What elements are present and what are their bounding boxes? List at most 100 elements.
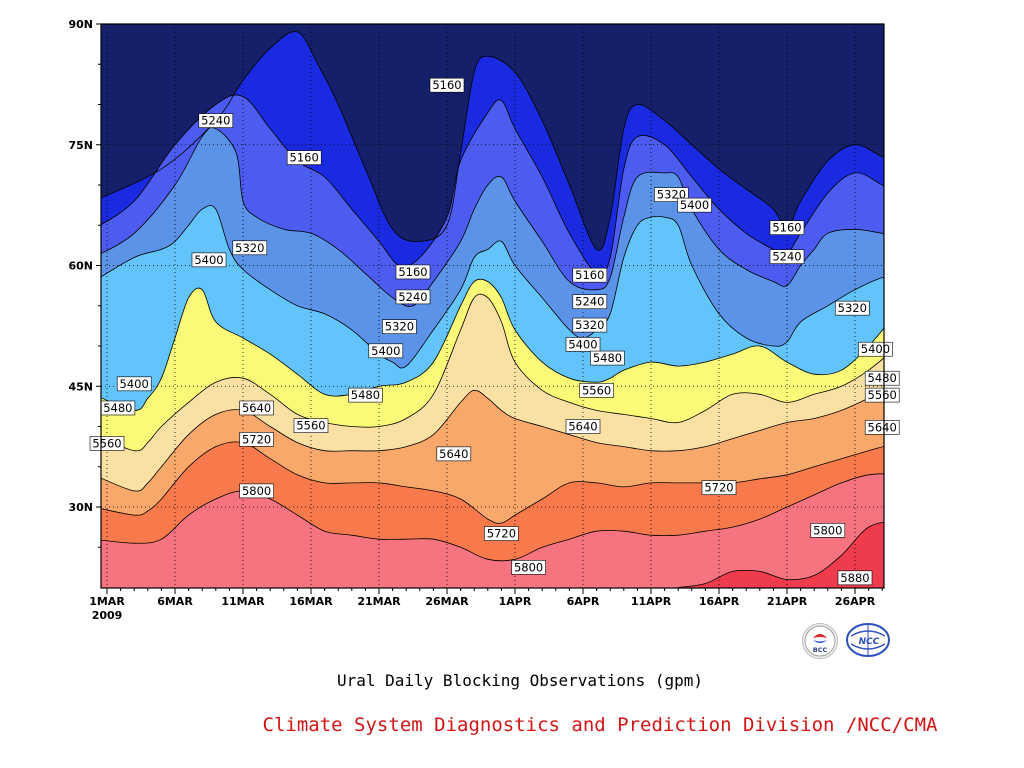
contour-label-box bbox=[701, 480, 737, 495]
contour-label-text: 5400 bbox=[194, 253, 223, 267]
contour-label: 5640 bbox=[565, 419, 601, 434]
contour-label-text: 5880 bbox=[840, 571, 869, 585]
x-tick-label: 6MAR bbox=[157, 595, 193, 608]
contour-label-text: 5400 bbox=[568, 337, 597, 351]
contour-label-text: 5160 bbox=[432, 78, 461, 92]
contour-label-box bbox=[834, 300, 870, 316]
axes: 90N 75N 60N 45N 30N 1MAR 6MAR 11MAR 16MAR 21MAR 26… bbox=[68, 18, 883, 622]
contour-label-box bbox=[239, 432, 274, 447]
contour-band bbox=[101, 473, 884, 588]
contour-label: 5640 bbox=[436, 446, 472, 462]
contour-label-text: 5400 bbox=[680, 198, 709, 212]
contour-label: 5400 bbox=[116, 376, 152, 392]
contour-label: 5320 bbox=[834, 300, 870, 316]
y-tick-label: 30N bbox=[68, 501, 93, 514]
x-tick-label: 21APR bbox=[767, 595, 808, 608]
contour-label-text: 5320 bbox=[575, 318, 604, 332]
contour-lines bbox=[101, 31, 884, 588]
contour-line bbox=[101, 127, 884, 307]
x-tick-label: 21MAR bbox=[357, 595, 401, 608]
contour-label: 5720 bbox=[484, 526, 519, 541]
contour-label-text: 5560 bbox=[582, 383, 611, 397]
gridlines bbox=[101, 24, 884, 588]
contour-label-text: 5800 bbox=[813, 523, 842, 537]
contour-label: 5800 bbox=[810, 523, 846, 538]
contour-label-text: 5320 bbox=[235, 241, 264, 255]
contour-label: 5160 bbox=[395, 264, 431, 280]
contour-label-text: 5480 bbox=[593, 351, 622, 365]
contour-label-box bbox=[769, 220, 805, 235]
contour-label: 5640 bbox=[864, 420, 900, 435]
bcc-logo: BCC bbox=[802, 623, 838, 659]
x-tick-label: 16MAR bbox=[289, 595, 333, 608]
contour-line bbox=[101, 278, 884, 411]
contour-label: 5320 bbox=[232, 240, 268, 256]
contour-label: 5800 bbox=[511, 560, 546, 575]
contour-label-box bbox=[511, 560, 546, 575]
contour-label-text: 5320 bbox=[838, 301, 867, 315]
contour-label-text: 5480 bbox=[351, 388, 380, 402]
contour-label-text: 5640 bbox=[568, 420, 597, 434]
contour-label: 5560 bbox=[579, 382, 614, 398]
contour-label: 5720 bbox=[701, 480, 737, 495]
x-tick-label: 1MAR bbox=[89, 595, 125, 608]
contour-label: 5160 bbox=[429, 77, 465, 93]
x-tick-label: 1APR bbox=[499, 595, 532, 608]
contour-label-box bbox=[837, 570, 873, 586]
contour-line bbox=[101, 441, 884, 524]
contour-label-box bbox=[572, 317, 608, 333]
contour-label: 5240 bbox=[198, 113, 234, 128]
contour-label-box bbox=[579, 382, 614, 398]
contour-label-text: 5480 bbox=[103, 401, 132, 415]
contour-label: 5880 bbox=[837, 570, 873, 586]
bcc-logo-text: BCC bbox=[813, 646, 828, 654]
contour-label-text: 5320 bbox=[385, 320, 414, 334]
contour-label-box bbox=[382, 319, 417, 334]
contour-label: 5560 bbox=[293, 418, 329, 433]
contour-label-text: 5800 bbox=[242, 484, 271, 498]
contour-label-text: 5160 bbox=[575, 268, 604, 282]
contour-label-text: 5800 bbox=[514, 560, 543, 574]
contour-label-box bbox=[395, 264, 431, 280]
contour-label-box bbox=[864, 370, 900, 386]
contour-line bbox=[101, 293, 884, 452]
contour-label-text: 5240 bbox=[575, 295, 604, 309]
contour-label-box bbox=[864, 420, 900, 435]
contour-label-box bbox=[590, 350, 625, 366]
contour-label-text: 5160 bbox=[290, 151, 319, 165]
contour-label: 5320 bbox=[572, 317, 608, 333]
contour-label-text: 5720 bbox=[704, 481, 733, 495]
contour-label-box bbox=[239, 483, 274, 499]
contour-label: 5400 bbox=[677, 197, 712, 213]
contour-label-box bbox=[348, 387, 383, 403]
contour-line bbox=[101, 205, 884, 369]
contour-label: 5480 bbox=[348, 387, 383, 403]
contour-labels: 5160 5240 5160 5320 5400 5160 5320 5400 5240 5160… bbox=[89, 77, 900, 586]
contour-label-text: 5480 bbox=[868, 371, 897, 385]
contour-label: 5800 bbox=[239, 483, 274, 499]
contour-label: 5240 bbox=[395, 289, 431, 305]
contour-label: 5160 bbox=[572, 267, 608, 283]
contour-label-box bbox=[769, 249, 805, 264]
x-tick-label: 26MAR bbox=[425, 595, 469, 608]
contour-label-box bbox=[565, 337, 601, 352]
contour-label-text: 5560 bbox=[296, 419, 325, 433]
chart-title: Ural Daily Blocking Observations (gpm) bbox=[336, 671, 704, 690]
contour-label-text: 5400 bbox=[861, 342, 890, 356]
contour-label-text: 5720 bbox=[487, 527, 516, 541]
contour-label-text: 5640 bbox=[242, 401, 271, 415]
contour-label-text: 5240 bbox=[201, 114, 230, 128]
contour-label: 5400 bbox=[191, 252, 227, 268]
x-tick-label: 16APR bbox=[699, 595, 740, 608]
contour-label: 5400 bbox=[565, 337, 601, 352]
contour-label: 5160 bbox=[286, 150, 322, 165]
contour-label: 5560 bbox=[864, 387, 900, 403]
contour-label-text: 5400 bbox=[371, 344, 400, 358]
contour-label-box bbox=[239, 400, 274, 416]
contour-label-box bbox=[565, 419, 601, 434]
contour-label-box bbox=[293, 418, 329, 433]
contour-label-box bbox=[572, 294, 608, 310]
contour-label: 5240 bbox=[769, 249, 805, 264]
contour-label-box bbox=[484, 526, 519, 541]
